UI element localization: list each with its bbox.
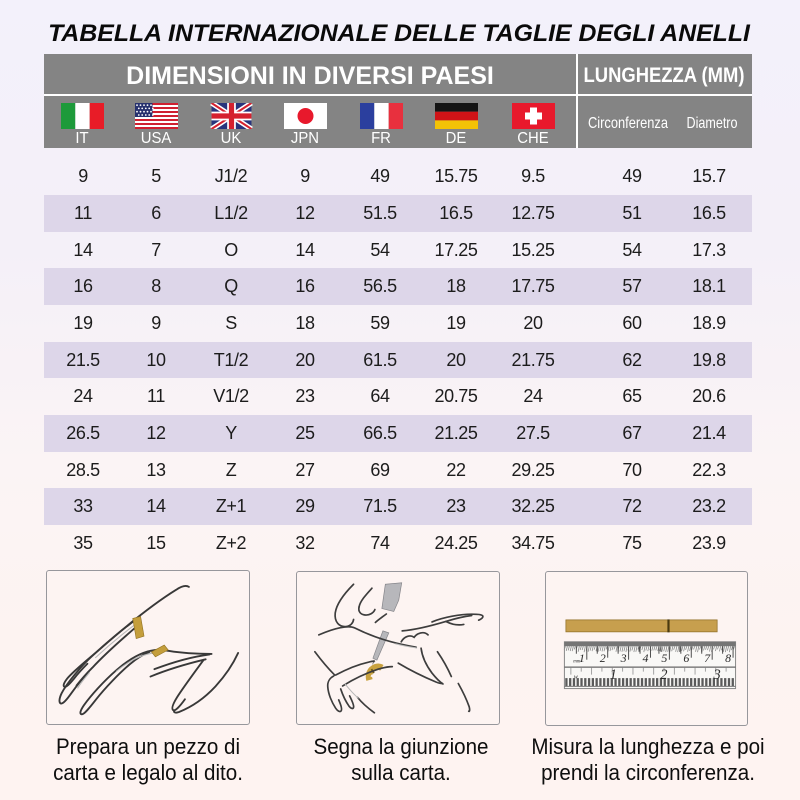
svg-text:mm: mm (573, 659, 581, 664)
svg-text:7: 7 (704, 651, 711, 665)
svg-text:1: 1 (579, 651, 585, 665)
svg-text:6: 6 (683, 651, 689, 665)
svg-text:w: w (574, 674, 578, 680)
svg-text:8: 8 (725, 651, 731, 665)
svg-text:2: 2 (660, 667, 667, 683)
svg-text:5: 5 (661, 651, 667, 665)
svg-text:3: 3 (620, 651, 627, 665)
svg-text:2: 2 (600, 651, 606, 665)
svg-text:3: 3 (713, 667, 721, 683)
svg-text:4: 4 (643, 651, 649, 665)
svg-text:1: 1 (610, 667, 617, 683)
